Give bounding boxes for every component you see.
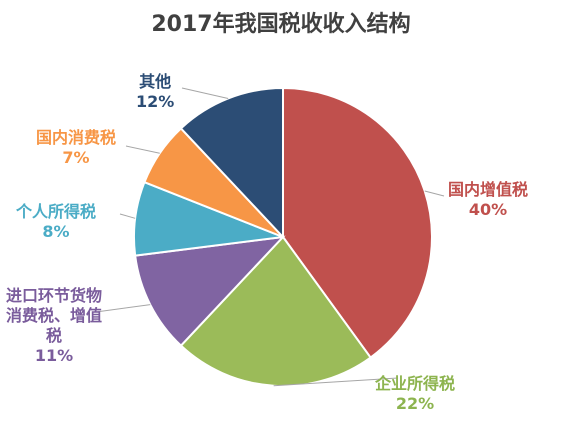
label-domestic-consumption-tax-value: 7%: [62, 148, 90, 167]
label-personal-income-tax-name: 个人所得税: [16, 202, 97, 221]
label-import-tax-name-line2: 消费税、增值: [6, 306, 103, 325]
leader-line-domestic-consumption-tax: [125, 145, 160, 154]
label-import-tax-name-line1: 进口环节货物: [6, 286, 103, 305]
chart-title: 2017年我国税收收入结构: [151, 12, 411, 37]
leader-line-domestic-vat: [424, 190, 445, 197]
label-import-tax-value: 11%: [34, 346, 74, 365]
label-domestic-vat-name: 国内增值税: [448, 180, 529, 199]
leader-line-corporate-income-tax: [273, 377, 399, 387]
leader-line-personal-income-tax: [119, 213, 136, 219]
label-domestic-vat: 国内增值税 40%: [448, 180, 528, 220]
leader-line-import-tax: [95, 304, 151, 313]
pie-slice-import-tax: [134, 235, 286, 348]
label-import-tax-name-line3: 税: [46, 326, 63, 345]
label-other: 其他 12%: [136, 72, 174, 112]
leader-line-other: [181, 87, 229, 99]
label-corporate-income-tax-value: 22%: [395, 394, 435, 413]
label-corporate-income-tax: 企业所得税 22%: [375, 374, 455, 414]
label-personal-income-tax-value: 8%: [42, 222, 70, 241]
label-domestic-consumption-tax-name: 国内消费税: [36, 128, 117, 147]
pie-slice-domestic-vat: [282, 86, 433, 359]
label-domestic-consumption-tax: 国内消费税 7%: [36, 128, 116, 168]
label-corporate-income-tax-name: 企业所得税: [375, 374, 456, 393]
label-domestic-vat-value: 40%: [468, 200, 508, 219]
label-other-name: 其他: [139, 72, 172, 91]
label-personal-income-tax: 个人所得税 8%: [16, 202, 96, 242]
label-import-tax: 进口环节货物 消费税、增值 税 11%: [6, 286, 102, 366]
label-other-value: 12%: [136, 92, 175, 111]
